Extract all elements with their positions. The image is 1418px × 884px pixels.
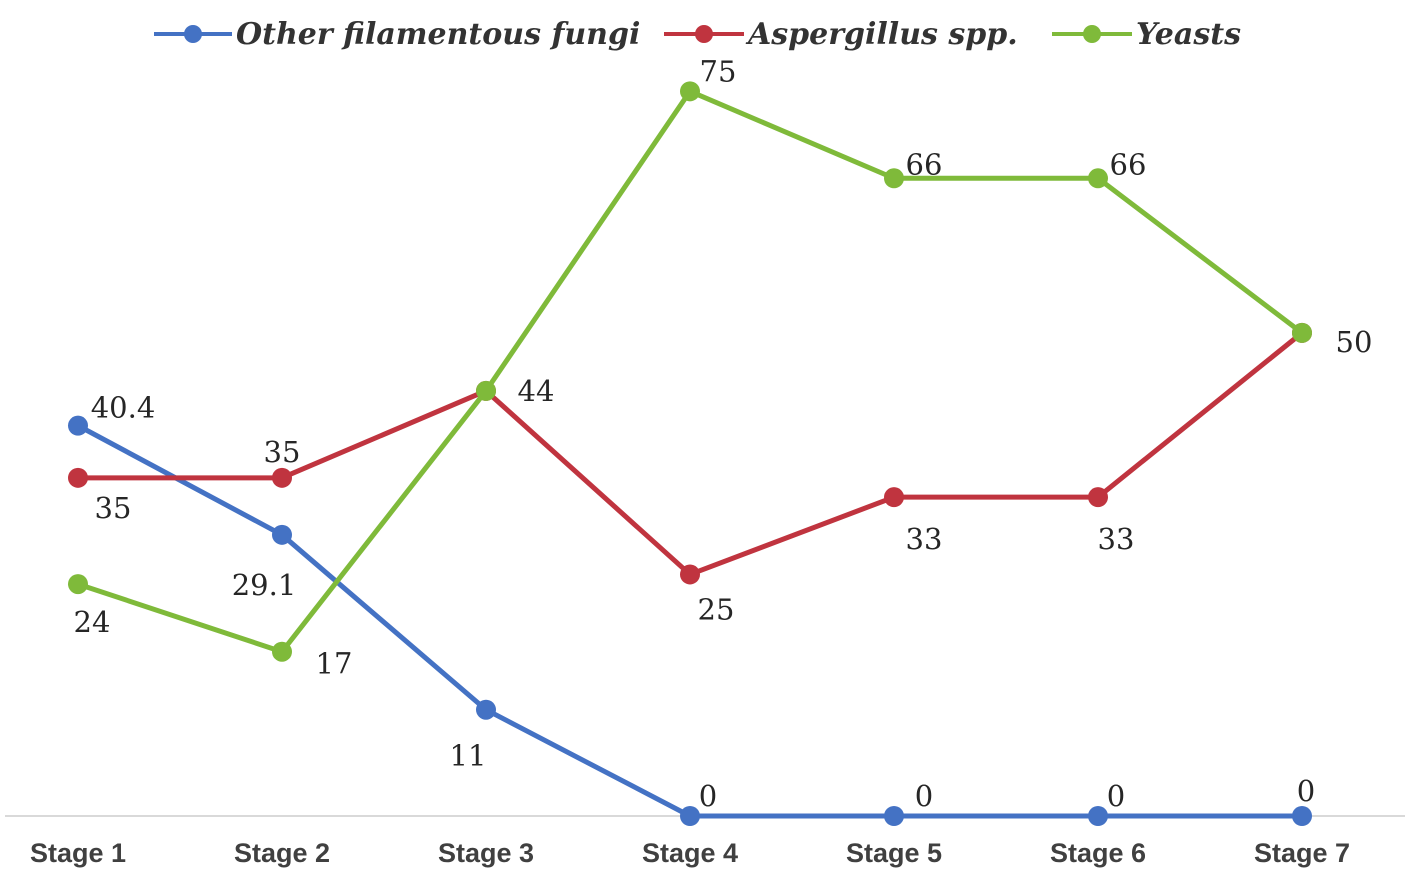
legend-swatch-marker — [184, 25, 202, 43]
data-label: 66 — [1110, 147, 1147, 181]
data-point — [680, 81, 700, 102]
data-point — [884, 806, 904, 826]
data-point — [1088, 806, 1108, 826]
legend-item: Yeasts — [1052, 17, 1241, 52]
data-point — [68, 574, 88, 595]
data-point — [476, 699, 496, 720]
legend-label: Other filamentous fungi — [236, 17, 640, 52]
x-tick-label: Stage 3 — [438, 838, 534, 868]
data-label: 33 — [1098, 522, 1135, 556]
data-point — [680, 564, 700, 585]
data-point — [1088, 168, 1108, 189]
data-label: 0 — [1297, 774, 1315, 808]
data-label: 33 — [906, 522, 943, 556]
data-point — [272, 641, 292, 662]
legend-item: Other filamentous fungi — [154, 17, 640, 52]
data-labels: 40.4 29.1 11 0 0 0 0 35 35 25 33 33 24 17 44 75 66 66 50 — [74, 54, 1373, 813]
data-point — [1292, 806, 1312, 826]
legend-swatch-marker — [695, 25, 713, 43]
legend: Other filamentous fungi Aspergillus spp. Y… — [154, 17, 1241, 52]
data-point — [476, 380, 496, 401]
data-label: 35 — [95, 491, 132, 525]
data-label: 11 — [450, 739, 487, 773]
data-label: 44 — [518, 374, 555, 408]
data-point — [884, 487, 904, 508]
data-label: 0 — [915, 779, 933, 813]
legend-label: Yeasts — [1136, 17, 1241, 52]
x-axis-ticks: Stage 1 Stage 2 Stage 3 Stage 4 Stage 5 Stage… — [30, 838, 1350, 868]
data-point — [68, 467, 88, 488]
data-label: 0 — [699, 779, 717, 813]
data-point — [1088, 487, 1108, 508]
series-group — [68, 81, 1312, 662]
legend-label: Aspergillus spp. — [745, 17, 1018, 52]
data-label: 75 — [700, 54, 737, 88]
x-tick-label: Stage 2 — [234, 838, 330, 868]
x-tick-label: Stage 7 — [1254, 838, 1350, 868]
data-label: 29.1 — [232, 568, 297, 602]
data-point — [68, 415, 88, 436]
data-label: 40.4 — [91, 391, 156, 425]
data-label: 35 — [264, 435, 301, 469]
data-point — [272, 524, 292, 545]
data-label: 17 — [316, 647, 353, 681]
data-point — [272, 467, 292, 488]
data-point — [680, 806, 700, 826]
data-point — [884, 168, 904, 189]
data-label: 25 — [698, 592, 735, 626]
data-label: 66 — [906, 147, 943, 181]
series-lines — [68, 81, 1312, 826]
data-label: 24 — [74, 605, 111, 639]
series-group — [68, 415, 1312, 826]
x-tick-label: Stage 5 — [846, 838, 942, 868]
data-point — [1292, 322, 1312, 343]
series-line — [76, 423, 1302, 819]
data-label: 50 — [1336, 325, 1373, 359]
x-tick-label: Stage 6 — [1050, 838, 1146, 868]
data-label: 0 — [1107, 779, 1125, 813]
legend-item: Aspergillus spp. — [664, 17, 1018, 52]
x-tick-label: Stage 1 — [30, 838, 126, 868]
legend-swatch-marker — [1083, 25, 1101, 43]
x-tick-label: Stage 4 — [642, 838, 738, 868]
